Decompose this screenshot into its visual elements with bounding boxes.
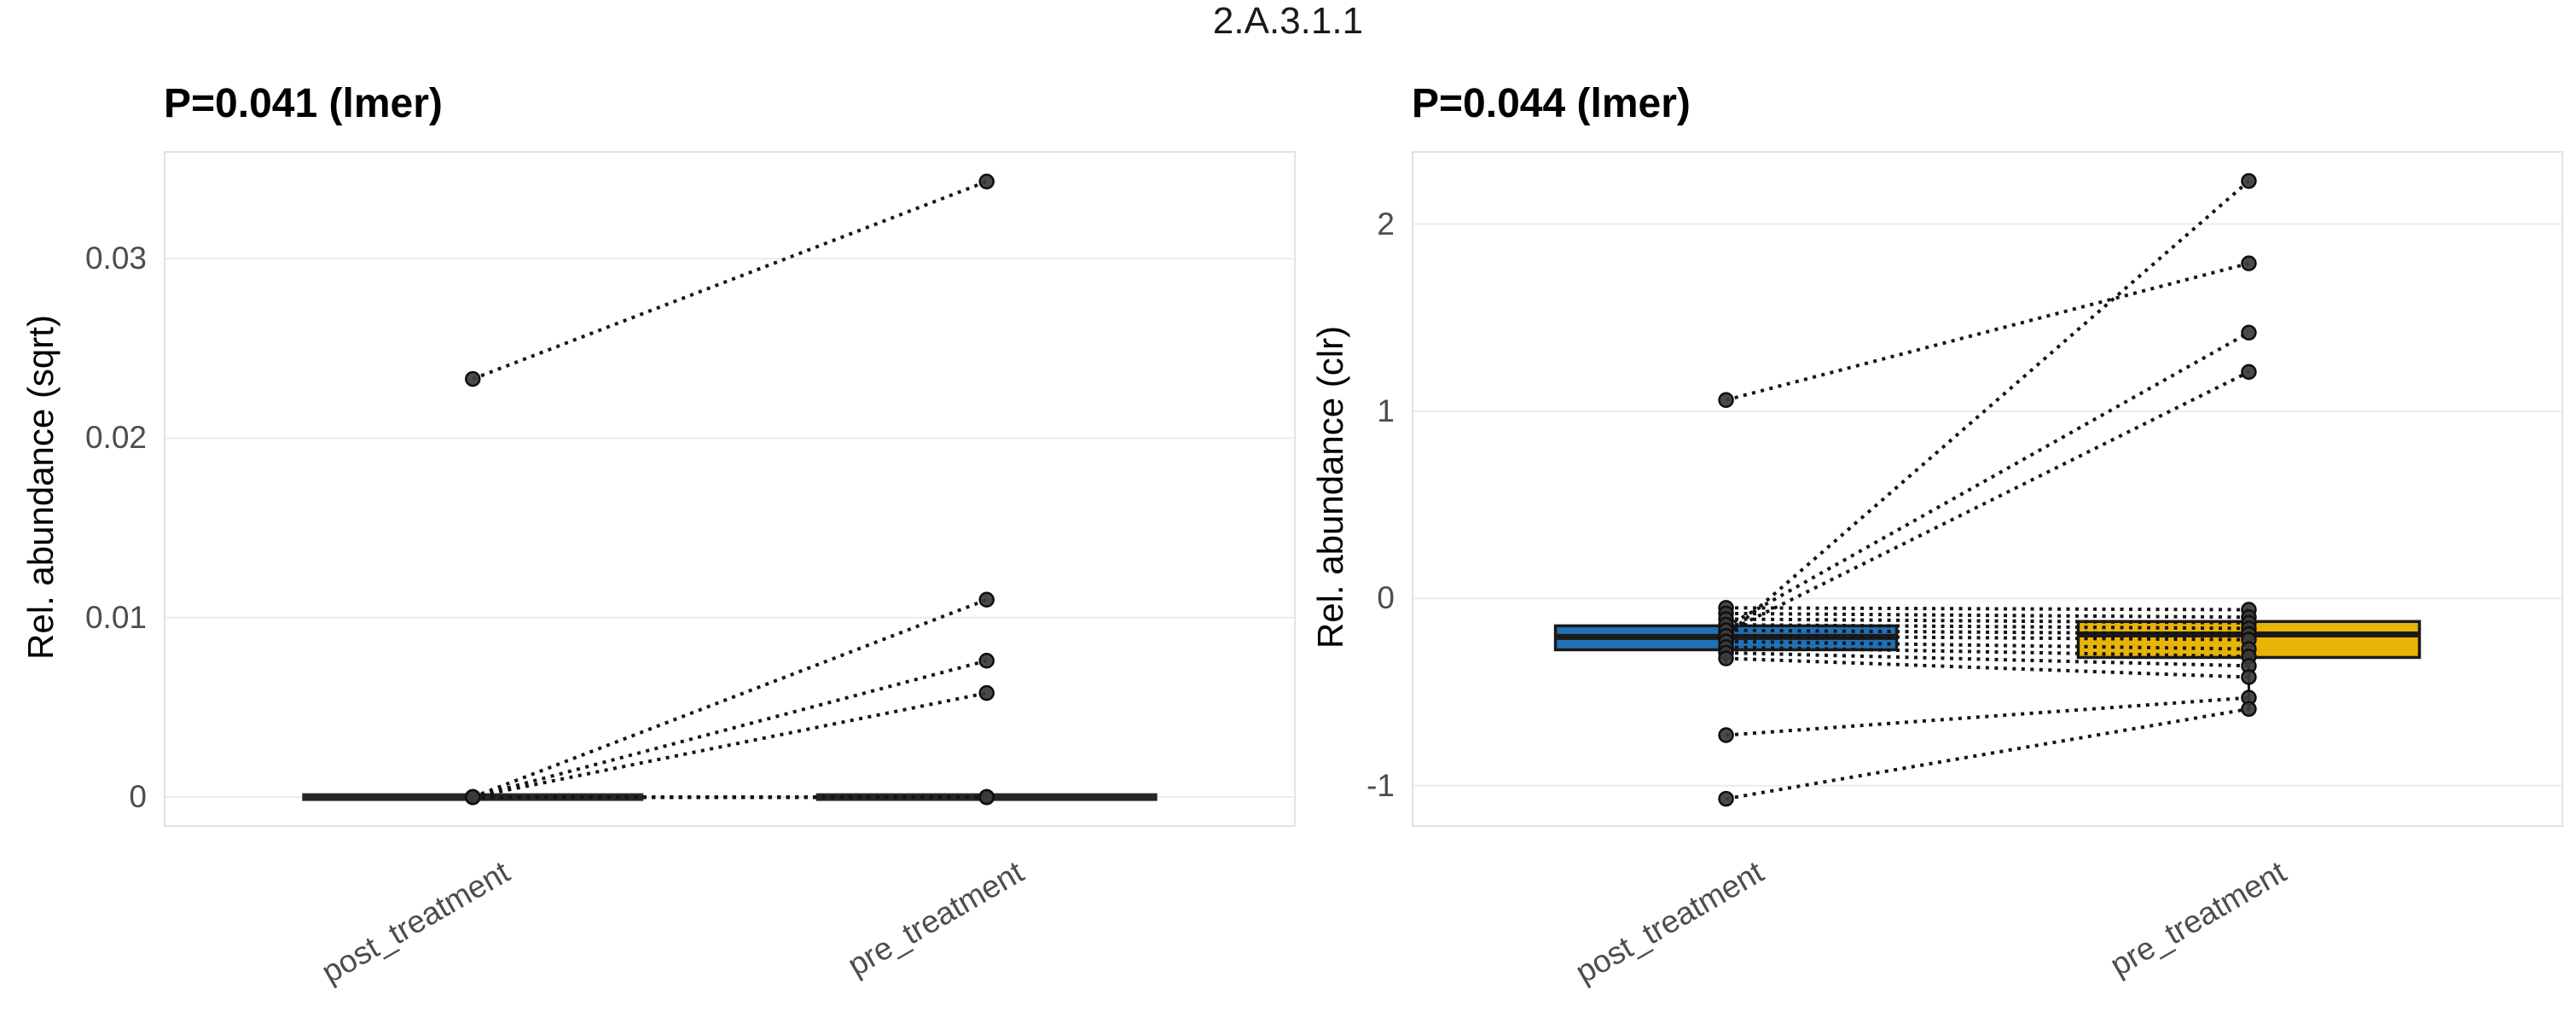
panel-title-right: P=0.044 (lmer)	[1412, 81, 1691, 126]
y-tick-label: 0.02	[84, 420, 147, 456]
y-tick-label: 0.01	[84, 599, 147, 635]
data-point	[2241, 172, 2257, 189]
plot-panel-left	[164, 151, 1296, 827]
pair-line	[1726, 695, 2249, 737]
data-point	[978, 684, 995, 701]
y-tick-label: 0.03	[84, 241, 147, 276]
pair-line	[472, 691, 988, 800]
x-tick-label-post_treatment: post_treatment	[316, 854, 516, 990]
pair-line	[1726, 650, 2249, 668]
pair-line	[1726, 623, 2249, 631]
pair-line	[1726, 639, 2249, 651]
y-axis-title-right: Rel. abundance (clr)	[1310, 325, 1350, 649]
pair-line	[1725, 331, 2250, 628]
x-tick-label-pre_treatment: pre_treatment	[842, 854, 1030, 983]
y-tick-label: 0	[1377, 580, 1395, 616]
data-point	[1718, 392, 1734, 409]
data-point	[978, 591, 995, 608]
pair-line	[1726, 617, 2249, 625]
data-point	[2241, 324, 2257, 341]
y-tick-label: 1	[1377, 393, 1395, 428]
data-point	[2241, 701, 2257, 718]
panel-border	[164, 151, 1296, 827]
panel-title-left: P=0.041 (lmer)	[164, 81, 443, 126]
pair-line	[472, 597, 988, 799]
pair-line	[1726, 656, 2249, 679]
pair-line	[1725, 370, 2250, 634]
data-point	[1718, 790, 1734, 807]
data-point	[1718, 650, 1734, 666]
data-point	[978, 788, 995, 806]
pair-line	[1726, 645, 2249, 659]
pair-line	[472, 659, 988, 800]
data-point	[2241, 669, 2257, 685]
y-tick-label: 0	[129, 779, 147, 815]
data-point	[978, 653, 995, 669]
pair-line	[1726, 634, 2249, 642]
pair-line	[1726, 628, 2249, 637]
panel-border	[1412, 151, 2563, 827]
data-point	[2241, 255, 2257, 271]
pair-line	[472, 179, 988, 381]
pair-line	[1726, 261, 2249, 402]
y-tick-label: -1	[1366, 767, 1395, 803]
pair-line	[1726, 611, 2249, 620]
data-point	[1718, 727, 1734, 743]
pair-line	[1726, 707, 2249, 801]
plot-panel-right	[1412, 151, 2563, 827]
x-tick-label-post_treatment: post_treatment	[1569, 854, 1770, 990]
data-point	[465, 370, 481, 387]
y-tick-label: 2	[1377, 206, 1395, 241]
data-point	[978, 173, 995, 190]
x-tick-label-pre_treatment: pre_treatment	[2103, 854, 2292, 983]
pair-line	[1725, 179, 2250, 637]
data-point	[2241, 364, 2257, 381]
pair-line	[1726, 606, 2249, 612]
figure-title: 2.A.3.1.1	[1212, 0, 1364, 42]
data-point	[465, 788, 481, 806]
